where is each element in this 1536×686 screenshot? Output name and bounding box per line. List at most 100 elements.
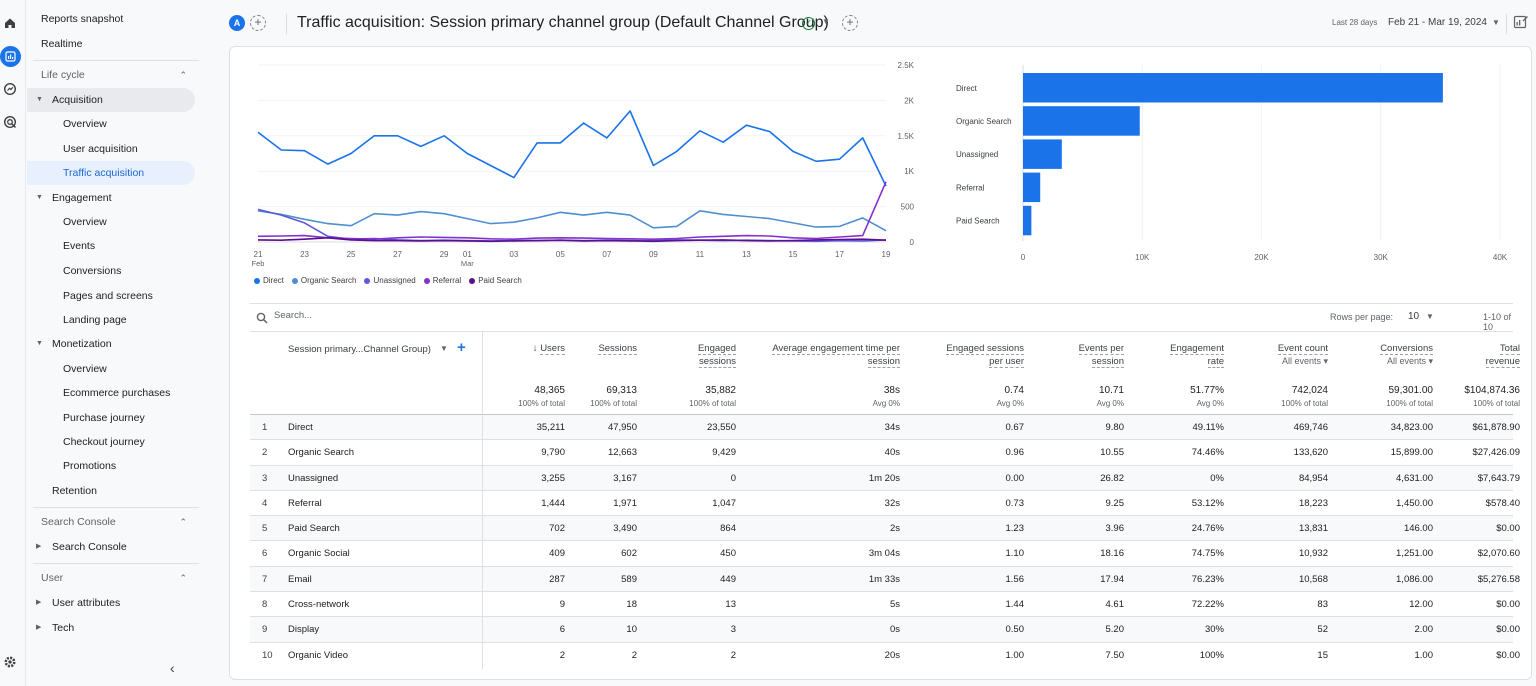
nav-engagement[interactable]: ▼ Engagement	[27, 186, 195, 210]
table-cell: 1,086.00	[1396, 573, 1433, 585]
caret-down-icon[interactable]: ▼	[822, 17, 830, 26]
column-total: 10.71 Avg 0%	[1034, 384, 1124, 410]
nav-label: Overview	[63, 118, 107, 130]
table-cell: 450	[720, 548, 736, 560]
column-header[interactable]: Engaged sessions per user	[914, 342, 1024, 368]
nav-section-user[interactable]: User ⌃	[27, 566, 195, 590]
reports-icon[interactable]	[0, 46, 21, 67]
table-cell: 449	[720, 573, 736, 585]
nav-landing-page[interactable]: Landing page	[27, 308, 195, 332]
table-row[interactable]: 4 Referral 1,444 1,971 1,047 32s 0.73 9.25 53.12…	[250, 489, 1520, 515]
home-icon[interactable]	[1, 14, 19, 32]
nav-checkout-journey[interactable]: Checkout journey	[27, 430, 195, 454]
nav-promotions[interactable]: Promotions	[27, 454, 195, 478]
nav-traffic-acquisition[interactable]: Traffic acquisition	[27, 161, 195, 185]
nav-purchase-journey[interactable]: Purchase journey	[27, 406, 195, 430]
explore-icon[interactable]	[1, 80, 19, 98]
dimension-header[interactable]: Session primary...Channel Group)	[288, 344, 431, 355]
table-cell: 0.67	[1005, 422, 1025, 433]
nav-user-acquisition[interactable]: User acquisition	[27, 137, 195, 161]
nav-engagement-overview[interactable]: Overview	[27, 210, 195, 234]
caret-down-icon[interactable]: ▼	[1492, 18, 1500, 27]
table-row[interactable]: 10 Organic Video 2 2 2 20s 1.00 7.50 100% 15 1.00 $…	[250, 641, 1520, 667]
nav-search-console[interactable]: ▶ Search Console	[27, 535, 195, 559]
column-header[interactable]: Event count All events ▾	[1228, 342, 1328, 368]
event-filter-dropdown[interactable]: All events ▾	[1386, 356, 1433, 366]
legend-item[interactable]: Referral	[423, 276, 461, 285]
table-cell: $2,070.60	[1477, 548, 1520, 560]
caret-down-icon: ▼	[36, 194, 43, 201]
comparison-avatar[interactable]: A	[229, 15, 245, 31]
legend-item[interactable]: Paid Search	[469, 276, 522, 285]
check-circle-icon[interactable]: ✓	[802, 17, 815, 30]
nav-user-attributes[interactable]: ▶ User attributes	[27, 591, 195, 615]
column-header[interactable]: Engagement rate	[1134, 342, 1224, 368]
nav-section-lifecycle[interactable]: Life cycle ⌃	[27, 63, 195, 87]
nav-label: User acquisition	[63, 143, 138, 155]
add-comparison-icon[interactable]: +	[250, 15, 266, 31]
bar-category-label: Organic Search	[956, 117, 1012, 126]
nav-events[interactable]: Events	[27, 234, 195, 258]
column-header-text: session	[1091, 356, 1124, 368]
table-row[interactable]: 3 Unassigned 3,255 3,167 0 1m 20s 0.00 26.82 0% 8…	[250, 464, 1520, 490]
rows-per-page-select[interactable]: 10	[1408, 311, 1420, 322]
table-cell: $578.40	[1485, 497, 1520, 509]
table-row[interactable]: 6 Organic Social 409 602 450 3m 04s 1.10 18.16 7…	[250, 540, 1520, 565]
column-header[interactable]: Conversions All events ▾	[1333, 342, 1433, 368]
table-cell: 1,450.00	[1396, 497, 1433, 509]
x-tick-label: 21	[254, 250, 263, 259]
search-input[interactable]	[274, 310, 474, 321]
table-row[interactable]: 7 Email 287 589 449 1m 33s 1.56 17.94 76.23% 10,5…	[250, 565, 1520, 592]
nav-acquisition-overview[interactable]: Overview	[27, 112, 195, 136]
add-dimension-icon[interactable]: +	[457, 339, 466, 356]
customize-report-icon[interactable]	[1513, 14, 1529, 35]
advertising-icon[interactable]	[1, 113, 19, 131]
table-cell: 1.00	[1005, 649, 1025, 661]
x-tick-label: 27	[393, 250, 402, 259]
column-header[interactable]: Engaged sessions	[646, 342, 736, 368]
caret-down-icon[interactable]: ▼	[440, 344, 448, 353]
table-row[interactable]: 5 Paid Search 702 3,490 864 2s 1.23 3.96 24.76% 1…	[250, 515, 1520, 541]
nav-realtime[interactable]: Realtime	[27, 32, 195, 56]
date-range-picker[interactable]: Feb 21 - Mar 19, 2024	[1388, 17, 1487, 28]
table-cell: 5.20	[1105, 624, 1125, 636]
nav-monetization-overview[interactable]: Overview	[27, 357, 195, 381]
nav-monetization[interactable]: ▼ Monetization	[27, 332, 195, 356]
row-dimension: Organic Social	[288, 548, 350, 560]
table-cell: 47,950	[607, 422, 637, 433]
nav-acquisition[interactable]: ▼ Acquisition	[27, 88, 195, 112]
table-cell: 5s	[889, 599, 900, 611]
column-header-text: Engaged	[697, 343, 736, 355]
nav-section-search-console[interactable]: Search Console ⌃	[27, 510, 195, 534]
legend-item[interactable]: Organic Search	[291, 276, 356, 285]
column-header[interactable]: Total revenue	[1430, 342, 1520, 368]
nav-ecommerce-purchases[interactable]: Ecommerce purchases	[27, 381, 195, 405]
table-row[interactable]: 2 Organic Search 9,790 12,663 9,429 40s 0.96 10…	[250, 439, 1520, 464]
caret-down-icon[interactable]: ▼	[1426, 312, 1434, 321]
nav-reports-snapshot[interactable]: Reports snapshot	[27, 7, 195, 31]
nav-retention[interactable]: Retention	[27, 479, 195, 503]
column-header[interactable]: ↓ Users	[445, 342, 565, 355]
event-filter-dropdown[interactable]: All events ▾	[1281, 356, 1328, 366]
legend-item[interactable]: Unassigned	[364, 276, 416, 285]
column-header[interactable]: Events per session	[1034, 342, 1124, 368]
table-cell: 146.00	[1403, 523, 1433, 535]
column-total: $104,874.36 100% of total	[1430, 384, 1520, 410]
table-row[interactable]: 8 Cross-network 9 18 13 5s 1.44 4.61 72.22% 83 12.…	[250, 591, 1520, 616]
legend-item[interactable]: Direct	[254, 276, 284, 285]
table-row[interactable]: 1 Direct 35,211 47,950 23,550 34s 0.67 9.80 49.1…	[250, 414, 1520, 440]
table-cell: 1.56	[1005, 573, 1025, 585]
column-header-label: Sessions	[557, 342, 637, 355]
x-tick-label: 29	[440, 250, 449, 259]
column-header[interactable]: Sessions	[557, 342, 637, 355]
nav-conversions[interactable]: Conversions	[27, 259, 195, 283]
total-percent: 100% of total	[1281, 399, 1328, 408]
table-row[interactable]: 9 Display 6 10 3 0s 0.50 5.20 30% 52 2.00 $0.00	[250, 616, 1520, 642]
nav-tech[interactable]: ▶ Tech	[27, 616, 195, 640]
column-header[interactable]: Average engagement time per session	[740, 342, 900, 368]
collapse-sidebar-icon[interactable]: ‹	[170, 660, 175, 676]
nav-pages-and-screens[interactable]: Pages and screens	[27, 284, 195, 308]
settings-icon[interactable]	[1, 653, 19, 671]
add-filter-icon[interactable]: +	[842, 15, 858, 31]
table-cell: 1.44	[1005, 599, 1025, 611]
